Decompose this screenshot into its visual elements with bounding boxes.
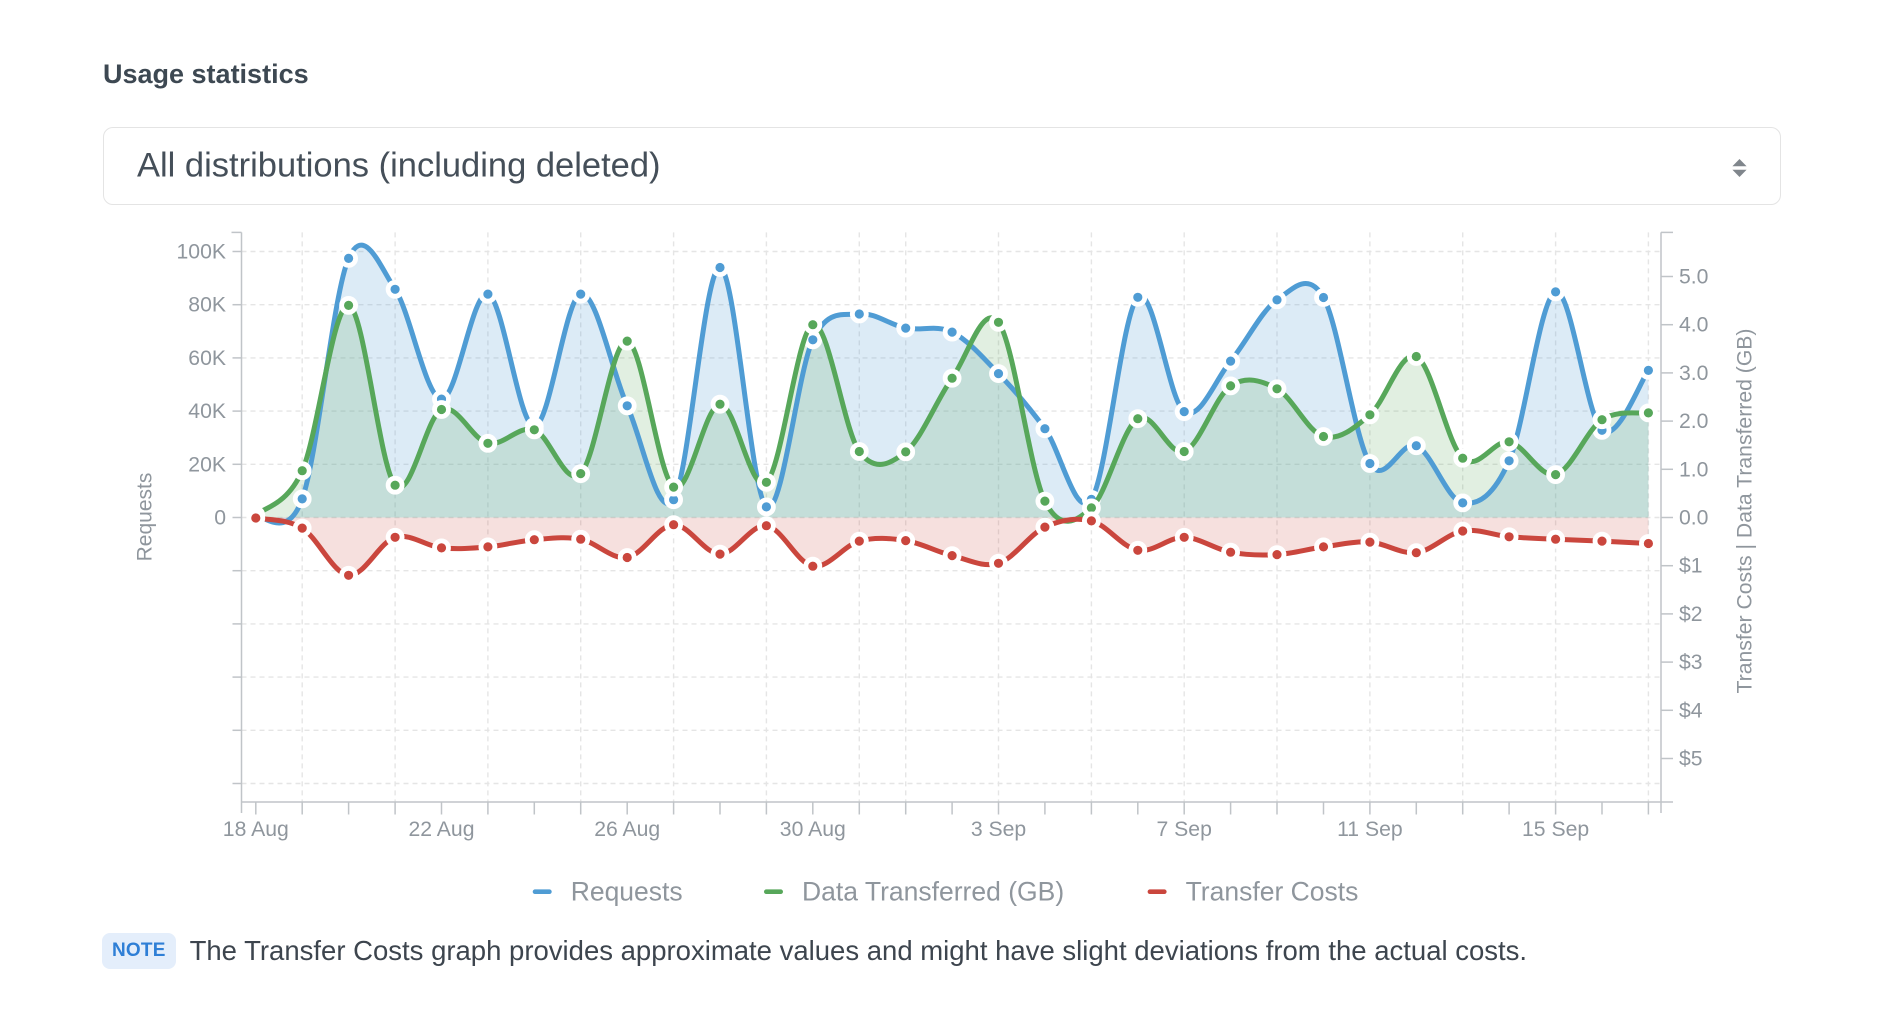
svg-text:40K: 40K: [188, 400, 226, 423]
svg-text:2.0: 2.0: [1679, 410, 1708, 433]
svg-text:7 Sep: 7 Sep: [1157, 818, 1212, 841]
svg-text:60K: 60K: [188, 347, 226, 370]
svg-text:5.0: 5.0: [1679, 266, 1708, 289]
svg-text:$5: $5: [1679, 748, 1703, 771]
svg-text:0.0: 0.0: [1679, 507, 1708, 530]
svg-text:100K: 100K: [177, 241, 226, 264]
svg-text:3.0: 3.0: [1679, 362, 1708, 385]
svg-text:0: 0: [214, 507, 226, 530]
svg-text:15 Sep: 15 Sep: [1522, 818, 1589, 841]
svg-text:1.0: 1.0: [1679, 458, 1708, 481]
svg-text:80K: 80K: [188, 294, 226, 317]
svg-text:Transfer Costs | Data Transfer: Transfer Costs | Data Transferred (GB): [1734, 328, 1757, 693]
svg-text:30 Aug: 30 Aug: [780, 818, 846, 841]
svg-text:22 Aug: 22 Aug: [409, 818, 475, 841]
svg-text:Transfer Costs: Transfer Costs: [1186, 877, 1359, 907]
svg-text:$1: $1: [1679, 555, 1703, 578]
svg-text:Data Transferred (GB): Data Transferred (GB): [802, 877, 1064, 907]
svg-text:20K: 20K: [188, 453, 226, 476]
svg-text:4.0: 4.0: [1679, 314, 1708, 337]
svg-text:3 Sep: 3 Sep: [971, 818, 1026, 841]
svg-text:Requests: Requests: [571, 877, 683, 907]
svg-text:Requests: Requests: [134, 473, 157, 562]
svg-text:11 Sep: 11 Sep: [1337, 818, 1403, 841]
svg-text:18 Aug: 18 Aug: [223, 818, 289, 841]
svg-text:26 Aug: 26 Aug: [594, 818, 660, 841]
svg-text:$3: $3: [1679, 651, 1703, 674]
svg-text:$2: $2: [1679, 603, 1703, 626]
svg-text:$4: $4: [1679, 699, 1703, 722]
